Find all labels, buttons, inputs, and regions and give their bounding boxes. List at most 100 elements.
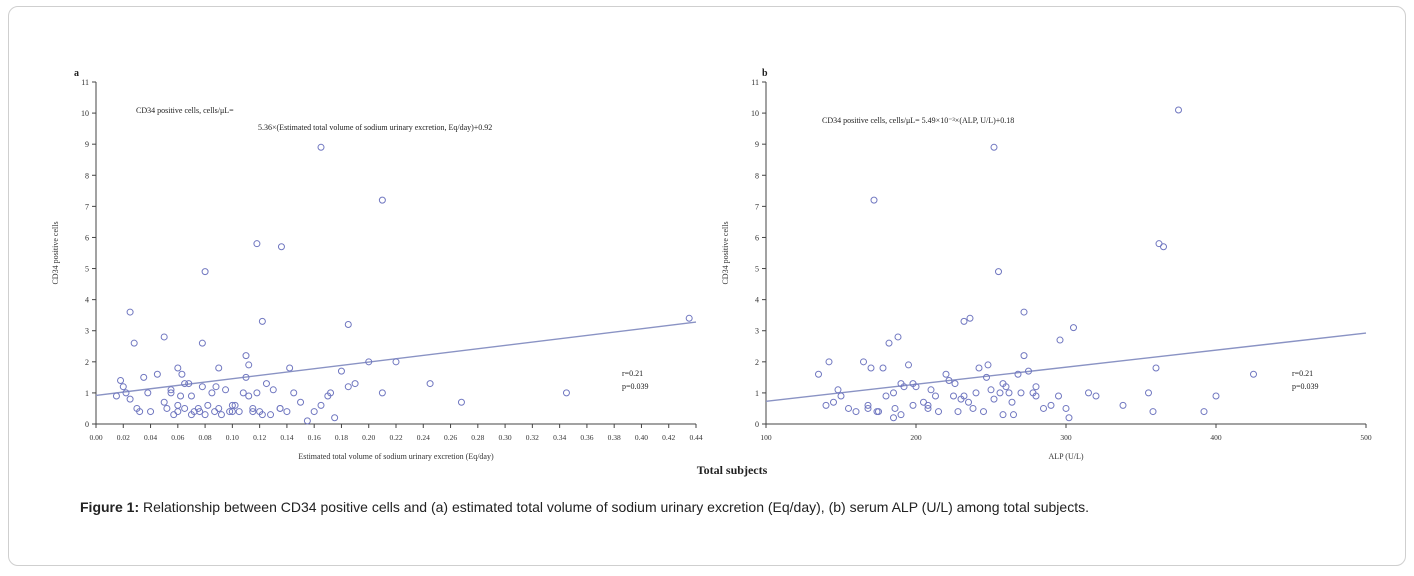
data-point: [194, 404, 202, 412]
data-point: [867, 364, 875, 372]
y-tick-label: 11: [751, 78, 759, 87]
panel-a: a 0 1 2 3 4 5 6 7 8 9 10 11 0.00 0.02 0.04 0.06 0.08 0.10 0…: [51, 68, 703, 461]
y-axis-label: CD34 positive cells: [51, 221, 60, 284]
data-point: [253, 240, 261, 248]
data-point: [825, 358, 833, 366]
data-point: [995, 268, 1002, 276]
x-tick-label: 0.02: [117, 433, 130, 442]
data-point: [112, 392, 120, 400]
common-xlabel: Total subjects: [697, 463, 768, 477]
x-tick-label: 100: [760, 433, 772, 442]
data-point: [987, 386, 995, 394]
data-point: [196, 408, 204, 416]
data-point: [834, 386, 842, 394]
data-point: [217, 411, 225, 419]
x-tick-label: 400: [1210, 433, 1222, 442]
y-tick-label: 7: [85, 202, 89, 211]
r-value: r=0.21: [622, 369, 643, 378]
data-point: [136, 408, 144, 416]
x-axis-label: ALP (U/L): [1048, 452, 1083, 461]
data-point: [1008, 398, 1016, 406]
caption-text: Relationship between CD34 positive cells…: [139, 499, 1089, 515]
data-point: [317, 143, 325, 151]
caption-label: Figure 1:: [80, 499, 140, 515]
data-point: [870, 196, 878, 204]
data-point: [177, 392, 185, 400]
data-point: [117, 376, 125, 384]
data-point: [167, 386, 175, 394]
data-point: [242, 352, 250, 360]
data-point: [954, 408, 962, 416]
x-tick-label: 0.10: [226, 433, 239, 442]
data-point: [303, 417, 311, 425]
data-point: [160, 398, 168, 406]
y-tick-label: 6: [85, 233, 89, 242]
data-point: [975, 364, 983, 372]
data-point: [924, 404, 932, 412]
y-tick-label: 3: [755, 327, 759, 336]
data-point: [231, 401, 239, 409]
data-point: [310, 408, 318, 416]
data-point: [178, 370, 186, 378]
data-point: [891, 404, 899, 412]
data-point: [160, 333, 168, 341]
y-tick-label: 5: [755, 265, 759, 274]
data-point: [1200, 408, 1208, 416]
data-point: [984, 361, 992, 369]
data-point: [249, 408, 257, 416]
y-tick-label: 8: [85, 171, 89, 180]
x-tick-label: 0.12: [253, 433, 266, 442]
data-point: [960, 317, 968, 325]
x-tick-label: 0.34: [553, 433, 566, 442]
data-point: [1175, 106, 1182, 114]
data-point: [942, 370, 950, 378]
data-point: [1152, 364, 1160, 372]
data-point: [969, 404, 977, 412]
data-point: [208, 389, 216, 397]
y-tick-label: 2: [85, 358, 89, 367]
data-point: [1055, 392, 1062, 400]
data-point: [890, 414, 897, 422]
equation-line1: CD34 positive cells, cells/μL=: [136, 106, 234, 115]
data-point: [1149, 408, 1157, 416]
data-point: [126, 308, 134, 316]
data-point: [337, 367, 345, 375]
data-point: [1020, 308, 1028, 316]
data-point: [879, 364, 887, 372]
data-point: [122, 389, 130, 397]
x-tick-label: 0.32: [526, 433, 539, 442]
data-point: [960, 392, 968, 400]
data-point: [983, 373, 990, 381]
data-point: [181, 380, 189, 388]
data-point: [990, 395, 998, 403]
data-point: [119, 383, 127, 391]
data-point: [297, 398, 305, 406]
data-point: [1020, 352, 1028, 360]
data-point: [1119, 401, 1127, 409]
data-point: [885, 339, 893, 347]
data-point: [147, 408, 155, 416]
x-tick-label: 0.06: [171, 433, 184, 442]
x-tick-label: 0.16: [308, 433, 321, 442]
figure-caption: Figure 1: Relationship between CD34 posi…: [80, 497, 1320, 517]
data-point: [890, 389, 897, 397]
data-point: [897, 380, 905, 388]
x-tick-label: 0.20: [362, 433, 375, 442]
data-point: [996, 389, 1004, 397]
data-point: [187, 411, 195, 419]
data-point: [126, 395, 134, 403]
x-tick-label: 0.08: [199, 433, 212, 442]
data-point: [181, 404, 189, 412]
data-point: [351, 380, 359, 388]
data-point: [167, 389, 175, 397]
data-point: [1160, 243, 1167, 251]
data-point: [909, 401, 917, 409]
data-point: [185, 380, 193, 388]
y-axis-label: CD34 positive cells: [721, 221, 730, 284]
panel-label: a: [74, 68, 79, 79]
data-point: [1145, 389, 1152, 397]
data-point: [932, 392, 939, 400]
data-point: [245, 361, 253, 369]
data-point: [144, 389, 152, 397]
data-point: [999, 380, 1007, 388]
